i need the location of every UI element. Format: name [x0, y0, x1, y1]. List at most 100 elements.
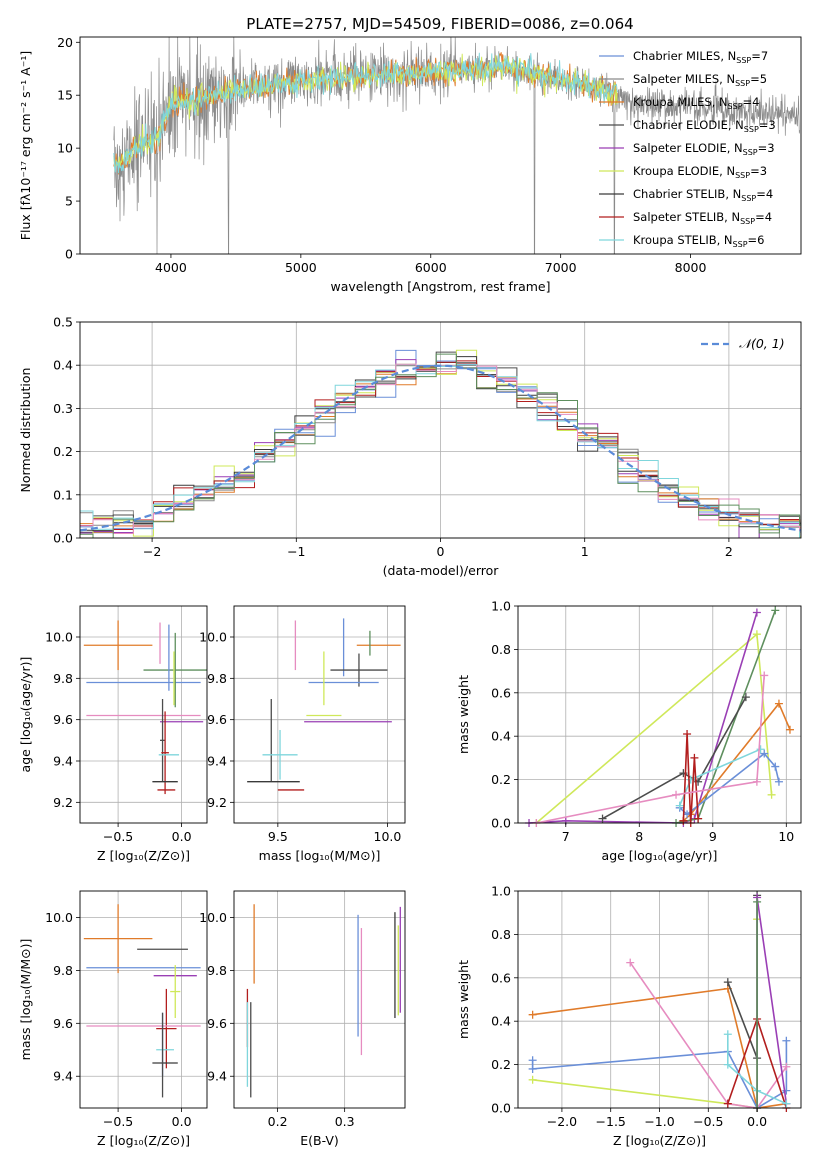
series-marker — [690, 753, 699, 762]
series-marker — [752, 630, 761, 639]
weight-series — [723, 1030, 791, 1108]
series-line — [726, 1034, 787, 1105]
axes: 7 8 9 10 0.0 0.2 0.4 0.6 0.8 1.0 age [log₁₀(age/yr… — [456, 599, 802, 863]
x-tick-label: 7000 — [545, 260, 577, 275]
x-tick-label: −1 — [287, 544, 305, 559]
series-marker — [782, 1036, 791, 1045]
x-tick-label: 8000 — [675, 260, 707, 275]
histogram-step — [80, 362, 801, 533]
series-marker — [774, 777, 783, 786]
weight-series — [675, 745, 765, 810]
plot-area — [83, 620, 207, 795]
y-tick-label: 10.0 — [45, 630, 73, 645]
y-tick-label: 0.4 — [491, 729, 511, 744]
legend-label: Salpeter STELIB, N — [633, 210, 740, 224]
errorbar-point — [83, 620, 153, 671]
errorbar-point — [161, 711, 169, 795]
plot-area — [247, 618, 401, 791]
panel-spectrum: 4000 5000 6000 7000 8000 0 5 10 15 20 wavelength [… — [18, 35, 802, 294]
axes-frame — [233, 605, 406, 824]
y-axis-label: Normed distribution — [18, 368, 33, 493]
y-tick-label: 0.4 — [53, 358, 73, 373]
axes-frame — [79, 890, 208, 1109]
series-marker — [528, 1075, 537, 1084]
y-tick-label: 9.8 — [207, 963, 227, 978]
plot-area — [79, 349, 802, 538]
panel-weight-vs-age: 7 8 9 10 0.0 0.2 0.4 0.6 0.8 1.0 age [log₁₀(age/yr… — [456, 599, 802, 863]
y-axis-label: mass [log₁₀(M/M⊙)] — [18, 939, 33, 1061]
plot-area — [113, 37, 801, 254]
legend-suffix: =3 — [759, 118, 776, 132]
errorbar-point — [83, 904, 153, 974]
legend-entry: Chabrier STELIB, NSSP=4 — [633, 187, 773, 203]
y-tick-label: 1.0 — [491, 599, 511, 614]
legend-sub: SSP — [733, 240, 748, 249]
x-tick-label: 0.0 — [172, 1114, 192, 1129]
grid-lines — [234, 606, 405, 823]
series-marker — [723, 978, 732, 987]
weight-series — [525, 608, 761, 827]
legend-entry: Kroupa MILES, NSSP=4 — [633, 95, 759, 111]
series-marker — [723, 1060, 732, 1069]
y-tick-label: 0.8 — [491, 642, 511, 657]
y-tick-label: 9.6 — [53, 712, 73, 727]
x-tick-label: 0.3 — [335, 1114, 355, 1129]
plot-area — [246, 904, 401, 1098]
series-marker — [528, 1056, 537, 1065]
legend-suffix: =4 — [756, 187, 773, 201]
series-line — [532, 987, 787, 1109]
legend-entry: Salpeter ELODIE, NSSP=3 — [633, 141, 775, 157]
legend-suffix: =3 — [750, 164, 767, 178]
x-axis-label: Z [log₁₀(Z/Z⊙)] — [613, 1133, 706, 1148]
series-line — [756, 897, 788, 1108]
legend: 𝒩(0, 1) — [701, 336, 785, 351]
y-tick-label: 0.6 — [491, 685, 511, 700]
series-marker — [528, 1010, 537, 1019]
y-tick-label: 20 — [57, 35, 73, 50]
y-tick-label: 0 — [65, 247, 73, 262]
y-tick-label: 0.2 — [53, 444, 73, 459]
x-tick-label: 7 — [562, 829, 570, 844]
weight-series — [723, 891, 762, 1063]
x-tick-label: 0.2 — [268, 1114, 288, 1129]
grid-lines — [80, 891, 207, 1108]
series-line — [536, 675, 765, 824]
y-tick-label: 10.0 — [199, 910, 227, 925]
series-marker — [675, 801, 684, 810]
series-marker — [752, 608, 761, 617]
x-axis-label: mass [log₁₀(M/M⊙)] — [259, 848, 381, 863]
axes: 9.5 10.0 9.2 9.4 9.6 9.8 10.0 mass [log₁₀(M/M⊙)… — [199, 605, 406, 863]
panel-residuals: −2 −1 0 1 2 0.0 0.1 0.2 0.3 0.4 0.5 (data-model)/er… — [18, 315, 802, 578]
y-tick-label: 1.0 — [491, 884, 511, 899]
series-marker — [782, 1099, 791, 1108]
panel-age-vs-Z: −0.5 0.0 9.2 9.4 9.6 9.8 10.0 Z [log₁₀(Z/Z⊙)] ag… — [18, 605, 208, 863]
errorbar-point — [160, 699, 166, 782]
y-tick-label: 9.4 — [53, 754, 73, 769]
x-tick-label: 0.0 — [747, 1114, 767, 1129]
series-marker — [672, 790, 681, 799]
weight-series — [675, 749, 783, 819]
x-tick-label: 1 — [581, 544, 589, 559]
axes: −0.5 0.0 9.2 9.4 9.6 9.8 10.0 Z [log₁₀(Z/Z⊙)] ag… — [18, 605, 208, 863]
y-axis-label: Flux [fλ10⁻¹⁷ erg cm⁻² s⁻¹ A⁻¹] — [18, 51, 33, 240]
model-spectrum-line — [113, 53, 618, 172]
axes-frame — [517, 890, 802, 1109]
y-axis-label: age [log₁₀(age/yr)] — [18, 657, 33, 773]
series-line — [532, 919, 758, 1109]
y-tick-label: 0.5 — [53, 315, 73, 330]
x-tick-label: 9 — [709, 829, 717, 844]
y-tick-label: 0.0 — [491, 816, 511, 831]
x-axis-label: Z [log₁₀(Z/Z⊙)] — [97, 848, 190, 863]
axes-frame — [233, 890, 406, 1109]
y-tick-label: 9.6 — [207, 1016, 227, 1031]
series-marker — [771, 762, 780, 771]
series-marker — [782, 1086, 791, 1095]
legend-suffix: =6 — [748, 233, 765, 247]
legend-label: Salpeter MILES, N — [633, 72, 735, 86]
series-marker — [694, 814, 703, 823]
legend-entry: Chabrier MILES, NSSP=7 — [633, 49, 768, 65]
y-tick-label: 9.6 — [207, 712, 227, 727]
errorbar-point — [330, 653, 388, 687]
x-axis-label: (data-model)/error — [383, 563, 500, 578]
